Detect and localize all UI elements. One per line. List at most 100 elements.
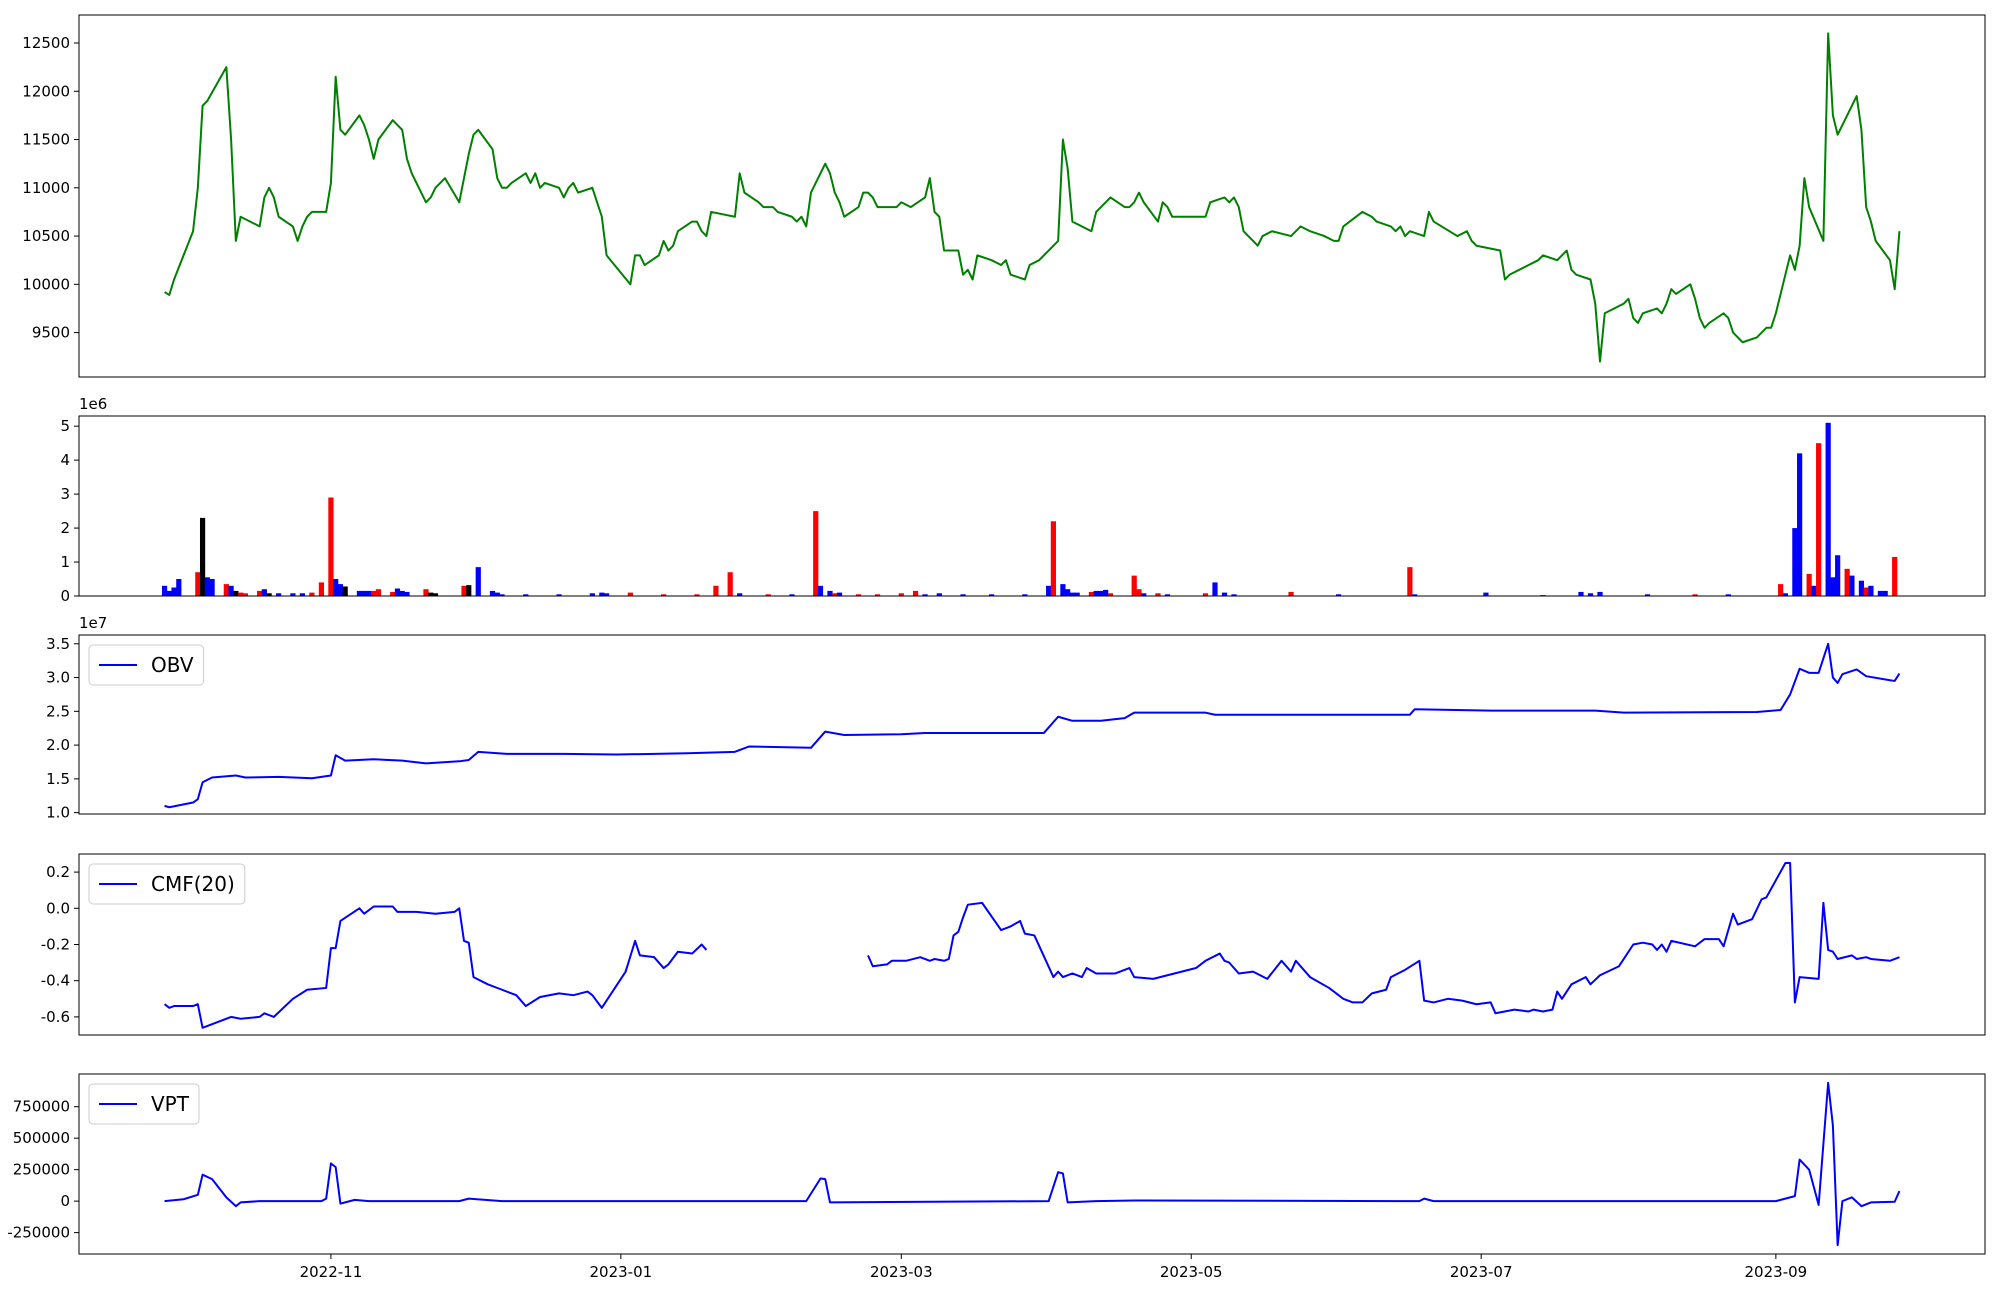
y-tick-label: 3 xyxy=(60,485,70,503)
bar xyxy=(1093,590,1099,596)
bar xyxy=(1877,590,1884,596)
bar xyxy=(466,585,472,596)
bar xyxy=(1022,594,1028,596)
bar xyxy=(199,517,206,596)
bar xyxy=(461,585,467,596)
y-tick-label: 3.0 xyxy=(46,669,70,687)
bar xyxy=(1164,594,1171,596)
bar xyxy=(261,589,267,596)
plot-frame xyxy=(78,853,1986,1036)
y-tick-label: 12000 xyxy=(22,82,70,100)
bar xyxy=(1692,594,1698,596)
bar xyxy=(836,592,843,596)
bar xyxy=(1816,443,1822,596)
data-line xyxy=(164,642,1901,809)
bar xyxy=(399,590,405,596)
plot-frame xyxy=(78,14,1986,378)
bar xyxy=(1212,582,1218,596)
bar xyxy=(276,593,282,596)
bar xyxy=(1046,585,1052,596)
bar xyxy=(1065,589,1071,596)
y-tick-label: 2.0 xyxy=(46,736,70,754)
bar xyxy=(499,594,505,596)
bar xyxy=(1407,567,1413,596)
bar xyxy=(922,594,928,596)
bar xyxy=(817,585,824,596)
bar xyxy=(342,586,348,596)
bar xyxy=(1335,594,1342,596)
legend: VPT xyxy=(88,1083,200,1125)
panel: 9500 10000 10500 11000 11500 12000 12500 xyxy=(22,14,1986,378)
bar xyxy=(1882,590,1888,596)
bar xyxy=(166,590,172,596)
y-tick-label: 1 xyxy=(60,553,70,571)
legend-label: VPT xyxy=(151,1092,190,1116)
y-tick-label: -0.2 xyxy=(41,936,70,954)
x-tick-label: 2023-01 xyxy=(590,1263,653,1281)
bar xyxy=(299,593,305,596)
bar xyxy=(404,591,410,596)
bar xyxy=(1863,587,1869,596)
bar xyxy=(1825,422,1831,596)
y-tick-label: 2 xyxy=(60,519,70,537)
y-tick-label: 3.5 xyxy=(46,635,70,653)
bar xyxy=(1578,591,1584,596)
bar xyxy=(1288,591,1294,596)
bar xyxy=(1725,594,1731,596)
data-line xyxy=(164,1081,1901,1247)
bar xyxy=(223,584,229,596)
bar xyxy=(1797,453,1803,596)
bar xyxy=(1088,591,1095,596)
bar xyxy=(375,589,382,596)
bar xyxy=(1849,575,1855,596)
legend-box xyxy=(88,863,246,905)
bar xyxy=(874,594,881,596)
bar xyxy=(356,590,363,596)
offset-label: 1e6 xyxy=(79,395,107,413)
bar xyxy=(1060,584,1066,596)
bar xyxy=(195,572,201,596)
bar xyxy=(1830,577,1836,596)
bar xyxy=(1231,594,1237,596)
bar xyxy=(328,497,334,596)
legend-box xyxy=(88,1083,200,1125)
bar xyxy=(898,593,904,596)
bar xyxy=(171,587,177,596)
y-tick-label: 1.5 xyxy=(46,770,70,788)
bar xyxy=(1597,591,1603,596)
bar xyxy=(242,593,248,596)
bar xyxy=(266,593,272,596)
bar xyxy=(394,588,401,596)
bar xyxy=(1202,593,1209,596)
bar xyxy=(428,592,434,596)
bar xyxy=(333,579,339,596)
y-tick-label: 0.2 xyxy=(46,863,70,881)
bar xyxy=(1835,555,1841,596)
bar xyxy=(1098,590,1104,596)
bar xyxy=(936,593,942,596)
y-tick-label: 11000 xyxy=(22,179,70,197)
bar xyxy=(765,594,771,596)
bar xyxy=(432,593,439,596)
bar xyxy=(257,590,263,596)
panel: 0.2 0.0 -0.2 -0.4 -0.6 CMF(20) xyxy=(41,853,1986,1036)
bar xyxy=(423,589,429,596)
bar xyxy=(855,594,862,596)
bar xyxy=(366,590,372,596)
bar xyxy=(589,593,595,596)
y-tick-label: 750000 xyxy=(13,1098,70,1116)
bar xyxy=(827,590,833,596)
bar xyxy=(912,590,919,596)
bar xyxy=(209,579,215,596)
bar xyxy=(204,577,210,596)
bar xyxy=(737,593,743,596)
bar xyxy=(238,592,244,596)
bar xyxy=(1811,585,1817,596)
bar xyxy=(1483,592,1489,596)
y-tick-label: -0.4 xyxy=(41,972,70,990)
bar xyxy=(1050,521,1056,596)
bar xyxy=(337,584,344,596)
bar xyxy=(390,591,396,596)
bar xyxy=(161,585,168,596)
bar xyxy=(1806,573,1812,596)
